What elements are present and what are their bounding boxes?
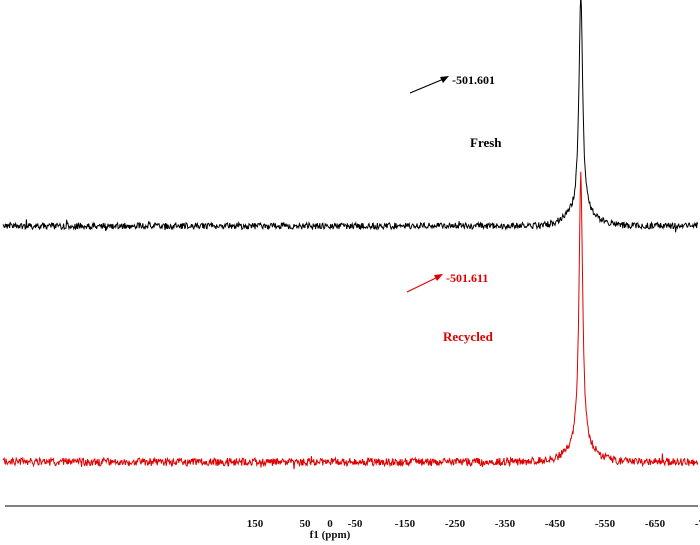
annotation-layer: -501.601 Fresh -501.611 Recycled <box>406 73 502 344</box>
x-tick-label: -450 <box>545 518 566 530</box>
x-tick-label: -50 <box>348 518 363 530</box>
recycled-peak-arrow <box>406 275 441 293</box>
x-tick-label: -150 <box>395 518 416 530</box>
x-tick-label: -350 <box>495 518 516 530</box>
x-tick-label: -550 <box>595 518 616 530</box>
x-tick-label: 0 <box>327 518 333 530</box>
recycled-peak-arrowhead <box>434 274 443 281</box>
fresh-peak-arrowhead <box>440 76 449 83</box>
x-tick-label: 150 <box>247 518 264 530</box>
recycled-series-label: Recycled <box>443 329 494 344</box>
x-tick-label: -250 <box>445 518 466 530</box>
x-tick-label: -650 <box>645 518 666 530</box>
series-line-fresh <box>2 0 699 233</box>
fresh-peak-label: -501.601 <box>452 73 495 87</box>
x-tick-label: 50 <box>300 518 312 530</box>
x-axis-ticks: 150500-50-150-250-350-450-550-650-750-85… <box>247 518 700 530</box>
x-axis-title: f1 (ppm) <box>310 529 351 541</box>
fresh-peak-arrow <box>409 77 447 94</box>
series-line-recycled <box>2 171 699 470</box>
spectra-layer <box>2 0 699 470</box>
recycled-peak-label: -501.611 <box>446 271 488 285</box>
x-tick-label: -750 <box>695 518 700 530</box>
fresh-series-label: Fresh <box>470 135 502 150</box>
